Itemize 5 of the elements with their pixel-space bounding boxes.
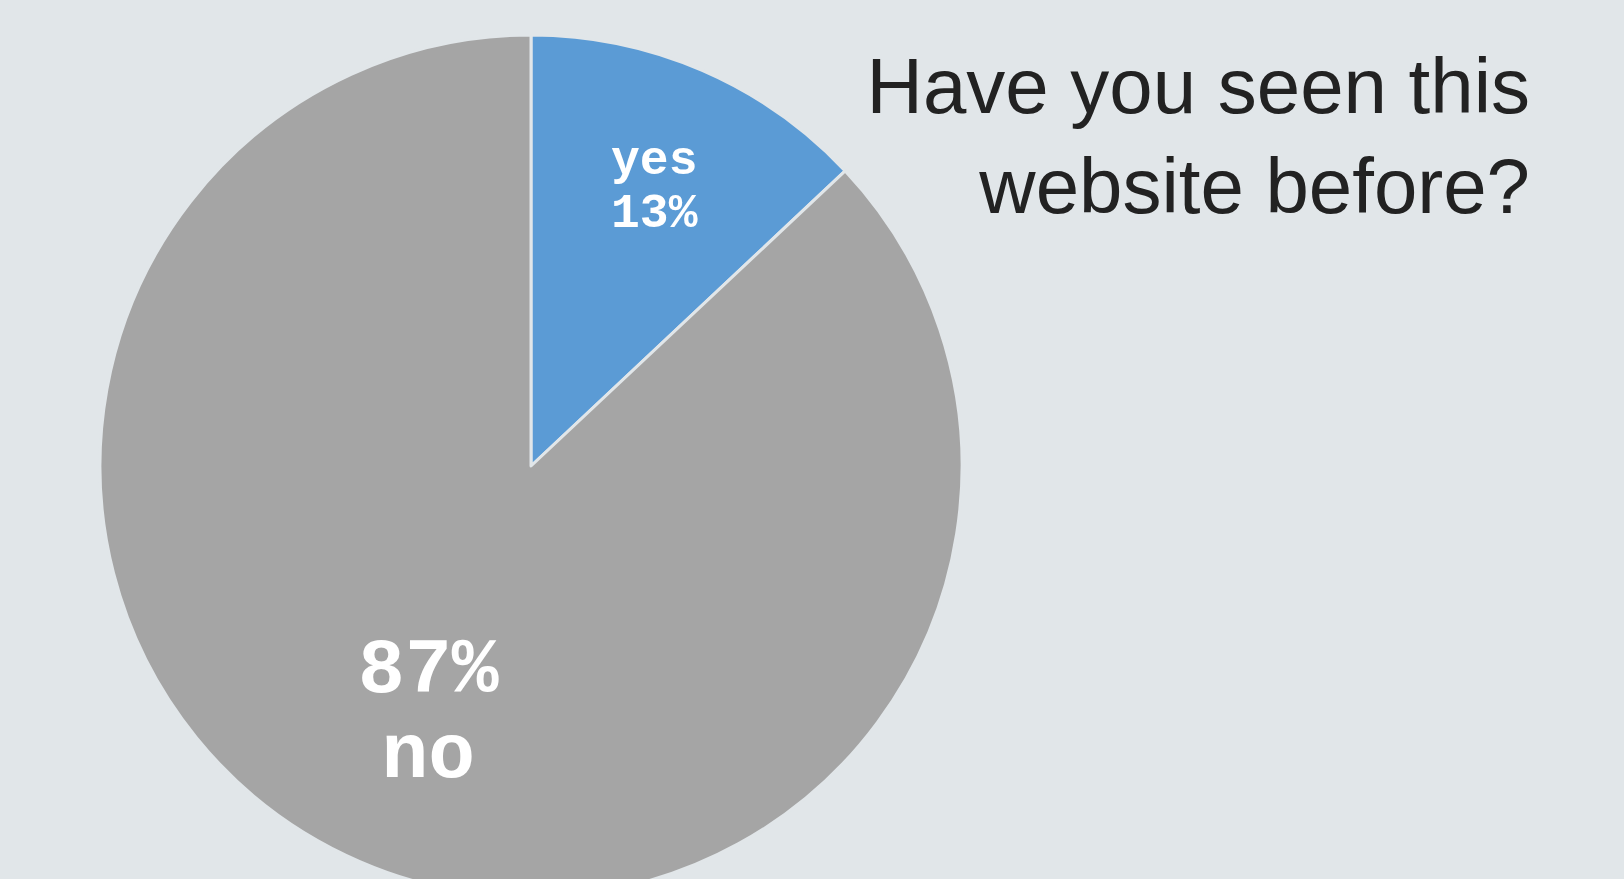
data-label: 87%: [358, 626, 499, 715]
text: Have you seen this website before?: [866, 42, 1530, 230]
slice-label: no: [381, 712, 476, 801]
slice-label: yes: [611, 134, 698, 188]
data-label: 13%: [611, 186, 698, 241]
